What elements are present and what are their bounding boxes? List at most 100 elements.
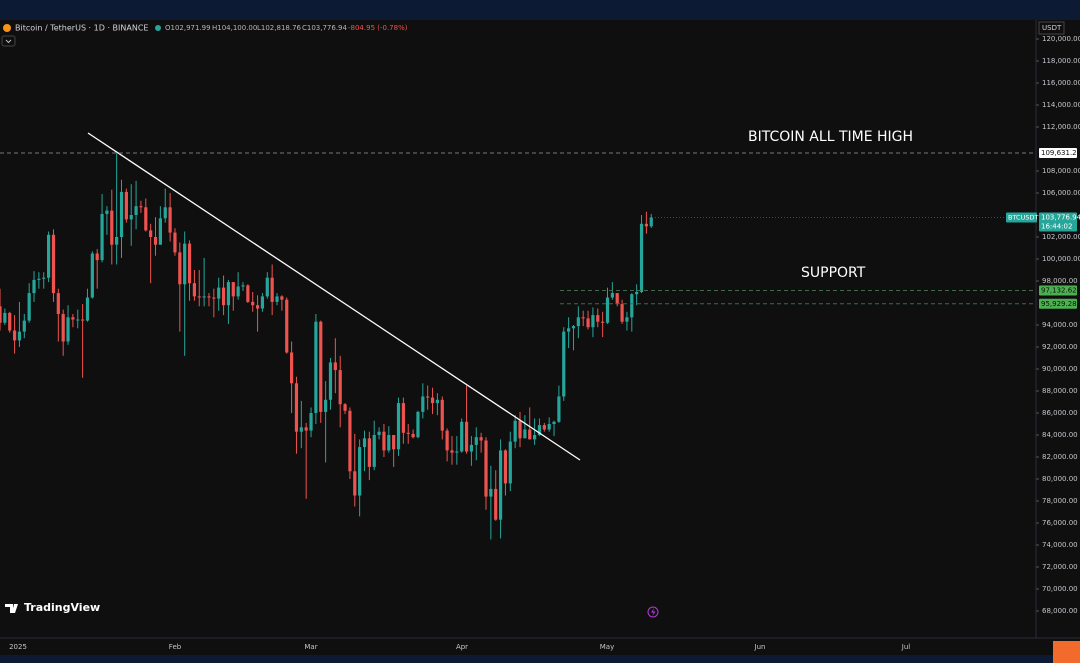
candle-body — [537, 425, 542, 435]
x-tick-label: Jun — [754, 643, 766, 651]
candle-body — [129, 215, 133, 220]
y-tick-label: 78,000.00 — [1042, 497, 1078, 505]
candle-body — [644, 223, 648, 227]
candle-body — [319, 321, 323, 412]
candle-body — [416, 411, 420, 438]
candle-body — [221, 287, 226, 306]
candle-body — [620, 304, 624, 322]
candle-body — [494, 488, 498, 520]
currency-box[interactable] — [1038, 21, 1065, 35]
candle-body — [149, 230, 153, 237]
candle-body — [8, 312, 12, 331]
event-icon[interactable] — [647, 606, 659, 618]
candle-body — [542, 425, 546, 430]
candle-body — [528, 429, 532, 440]
candle-body — [309, 413, 313, 431]
candle-body — [187, 243, 192, 284]
candle-body — [333, 362, 337, 371]
price-line-label: 109,631.21 — [1041, 149, 1080, 157]
candle-body — [552, 421, 556, 424]
candle-body — [27, 293, 31, 321]
candle-body — [513, 420, 517, 442]
candle-body — [285, 299, 289, 353]
y-tick-label: 112,000.00 — [1042, 123, 1080, 131]
candle-body — [3, 312, 7, 323]
candle-body — [173, 232, 177, 253]
candle-body — [479, 437, 483, 441]
candle-body — [124, 191, 128, 220]
currency: USDT — [1042, 24, 1062, 32]
y-tick-label: 68,000.00 — [1042, 607, 1078, 615]
candle-body — [270, 277, 274, 302]
y-tick-label: 70,000.00 — [1042, 585, 1078, 593]
y-tick-label: 118,000.00 — [1042, 57, 1080, 65]
candle-body — [630, 294, 634, 318]
candle-body — [144, 207, 148, 231]
candle-body — [649, 217, 653, 227]
y-tick-label: 94,000.00 — [1042, 321, 1078, 329]
candle-body — [426, 396, 430, 398]
candle-body — [314, 321, 318, 413]
collapse-button[interactable] — [1, 35, 16, 47]
x-tick-label: Feb — [169, 643, 182, 651]
candle-body — [353, 471, 357, 496]
candle-body — [56, 293, 60, 314]
candle-body — [358, 447, 362, 496]
candle-body — [571, 326, 576, 329]
candle-body — [464, 421, 469, 452]
candle-body — [576, 317, 580, 327]
candle-body — [533, 435, 537, 440]
x-tick-label: 2025 — [9, 643, 27, 651]
candle-body — [241, 285, 245, 287]
ohlc-value: C103,776.94 — [302, 24, 348, 32]
candle-body — [615, 293, 619, 305]
candle-body — [377, 431, 381, 435]
candle-body — [382, 431, 386, 451]
candle-body — [639, 223, 644, 292]
candle-body — [251, 301, 255, 306]
candle-body — [260, 296, 265, 309]
coin-icon — [3, 24, 11, 32]
candle-body — [586, 318, 590, 328]
candle-body — [547, 424, 551, 430]
annotation: SUPPORT — [801, 265, 866, 281]
current-name: BTCUSDT — [1008, 213, 1038, 221]
candle-body — [489, 488, 493, 497]
candle-body — [236, 286, 240, 297]
candle-body — [605, 297, 610, 323]
status-dot — [155, 25, 161, 31]
candle-body — [591, 315, 595, 328]
candle-body — [503, 450, 508, 484]
candle-body — [596, 315, 600, 322]
y-tick-label: 86,000.00 — [1042, 409, 1078, 417]
candle-body — [183, 243, 187, 285]
y-tick-label: 80,000.00 — [1042, 475, 1078, 483]
candle-body — [508, 441, 512, 484]
current-price-box — [1039, 212, 1077, 232]
annotation: BITCOIN ALL TIME HIGH — [748, 129, 913, 145]
y-tick-label: 74,000.00 — [1042, 541, 1078, 549]
top-bar — [0, 0, 1080, 20]
candle-body — [450, 450, 454, 453]
price-line-box — [1039, 148, 1077, 159]
candle-body — [387, 435, 391, 451]
candle-body — [484, 440, 488, 497]
x-tick-label: Jul — [901, 643, 911, 651]
y-tick-label: 90,000.00 — [1042, 365, 1078, 373]
candle-body — [197, 296, 201, 298]
candle-body — [421, 396, 425, 412]
candle-body — [71, 317, 75, 320]
candle-body — [469, 444, 474, 452]
candle-body — [32, 279, 36, 294]
candle-body — [581, 317, 585, 319]
y-tick-label: 100,000.00 — [1042, 255, 1080, 263]
candle-body — [226, 282, 231, 306]
candle-body — [139, 206, 143, 208]
candle-body — [51, 234, 56, 294]
candle-body — [66, 317, 70, 342]
y-tick-label: 114,000.00 — [1042, 101, 1080, 109]
candle-body — [324, 399, 328, 412]
candle-body — [406, 432, 410, 434]
candle-body — [265, 277, 269, 297]
